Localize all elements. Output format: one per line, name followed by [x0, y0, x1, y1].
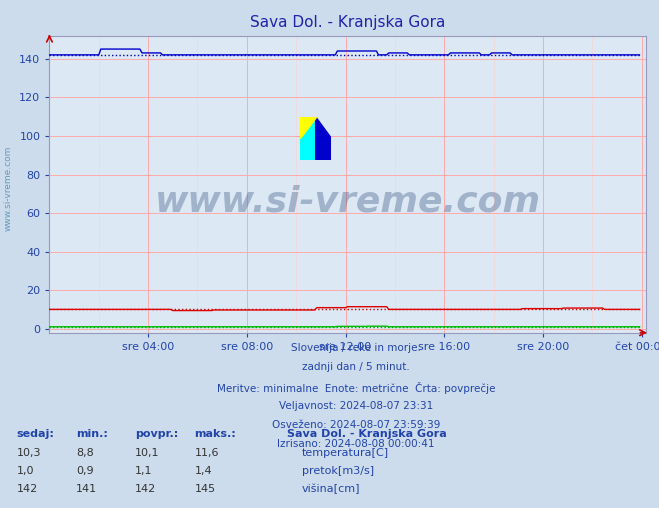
Text: povpr.:: povpr.:	[135, 429, 179, 439]
Polygon shape	[300, 117, 316, 138]
Text: pretok[m3/s]: pretok[m3/s]	[302, 466, 374, 476]
Polygon shape	[316, 117, 331, 160]
Text: 142: 142	[135, 484, 156, 494]
Text: 1,1: 1,1	[135, 466, 153, 476]
Title: Sava Dol. - Kranjska Gora: Sava Dol. - Kranjska Gora	[250, 15, 445, 30]
Text: maks.:: maks.:	[194, 429, 236, 439]
Text: 1,0: 1,0	[16, 466, 34, 476]
Text: zadnji dan / 5 minut.: zadnji dan / 5 minut.	[302, 362, 410, 372]
Text: 0,9: 0,9	[76, 466, 94, 476]
Text: Izrisano: 2024-08-08 00:00:41: Izrisano: 2024-08-08 00:00:41	[277, 439, 434, 450]
Text: sedaj:: sedaj:	[16, 429, 54, 439]
Text: 141: 141	[76, 484, 97, 494]
Text: Sava Dol. - Kranjska Gora: Sava Dol. - Kranjska Gora	[287, 429, 446, 439]
Text: Veljavnost: 2024-08-07 23:31: Veljavnost: 2024-08-07 23:31	[279, 401, 433, 411]
Text: 11,6: 11,6	[194, 448, 219, 458]
Text: 1,4: 1,4	[194, 466, 212, 476]
Text: 145: 145	[194, 484, 215, 494]
Text: Meritve: minimalne  Enote: metrične  Črta: povprečje: Meritve: minimalne Enote: metrične Črta:…	[217, 382, 495, 394]
Text: višina[cm]: višina[cm]	[302, 484, 360, 494]
Text: Slovenija / reke in morje.: Slovenija / reke in morje.	[291, 343, 421, 353]
Text: min.:: min.:	[76, 429, 107, 439]
Text: 10,3: 10,3	[16, 448, 41, 458]
Text: Osveženo: 2024-08-07 23:59:39: Osveženo: 2024-08-07 23:59:39	[272, 420, 440, 430]
Text: 142: 142	[16, 484, 38, 494]
Text: 8,8: 8,8	[76, 448, 94, 458]
Text: www.si-vreme.com: www.si-vreme.com	[155, 185, 540, 219]
Text: www.si-vreme.com: www.si-vreme.com	[3, 145, 13, 231]
Text: temperatura[C]: temperatura[C]	[302, 448, 389, 458]
Polygon shape	[300, 117, 316, 160]
Text: 10,1: 10,1	[135, 448, 159, 458]
